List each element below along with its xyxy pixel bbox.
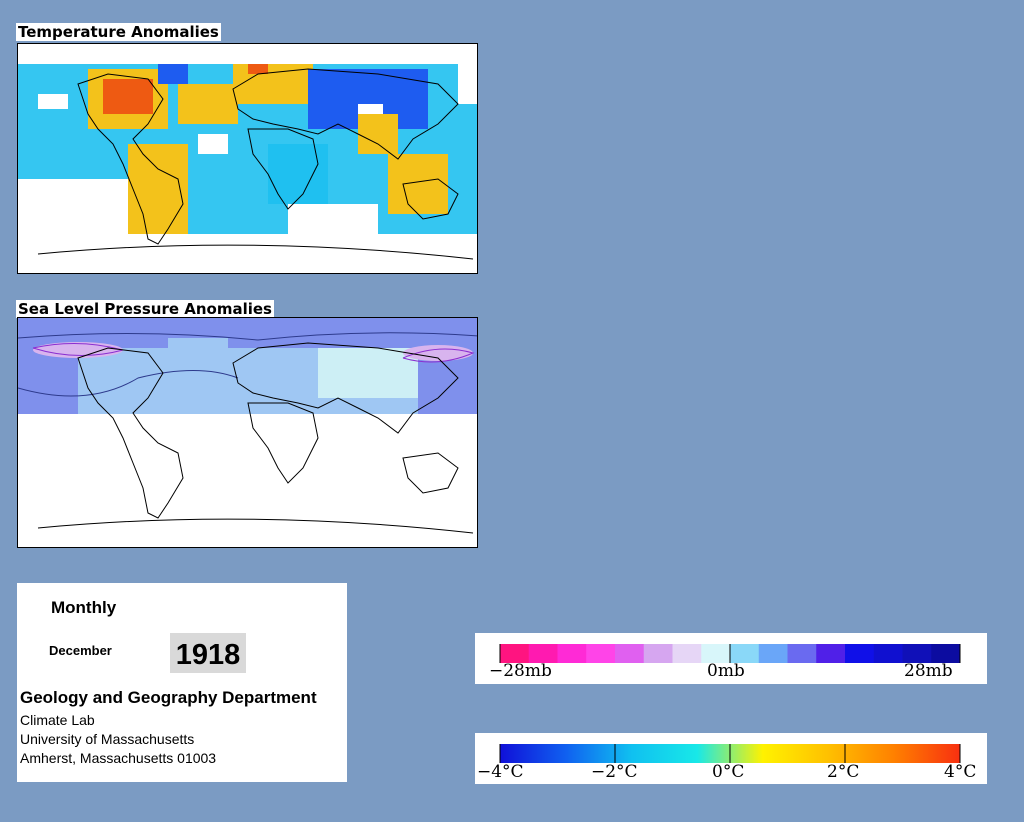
temperature-anomaly-map: [17, 43, 478, 274]
pressure-colorbar-swatch: [701, 644, 731, 663]
temperature-colorbar: [499, 744, 961, 763]
address-line: Amherst, Massachusetts 01003: [20, 750, 217, 766]
period-label: Monthly: [51, 598, 117, 617]
temperature-tick-plus4: 4°C: [944, 762, 977, 782]
temperature-anomaly-field: [18, 44, 477, 273]
pressure-colorbar-swatch: [816, 644, 846, 663]
pressure-colorbar-swatch: [528, 644, 558, 663]
pressure-colorbar-swatch: [931, 644, 961, 663]
pressure-colorbar-swatch: [758, 644, 788, 663]
pressure-colorbar-swatch: [845, 644, 875, 663]
pressure-colorbar: [499, 644, 961, 663]
temperature-coastlines: [37, 68, 474, 260]
pressure-colorbar-swatch: [787, 644, 817, 663]
pressure-colorbar-swatch: [730, 644, 760, 663]
pressure-colorbar-swatch: [557, 644, 587, 663]
month-label: December: [49, 643, 112, 658]
pressure-anomaly-field: [18, 318, 477, 547]
temperature-tick-zero: 0°C: [712, 762, 745, 782]
temperature-tick-plus2: 2°C: [827, 762, 860, 782]
pressure-anomaly-canvas: [18, 318, 477, 547]
pressure-legend: −28mb 0mb 28mb: [475, 633, 987, 684]
temperature-map-title: Temperature Anomalies: [16, 23, 221, 41]
pressure-colorbar-swatch: [873, 644, 903, 663]
department-name: Geology and Geography Department: [20, 688, 317, 707]
info-panel: Monthly December 1918 Geology and Geogra…: [17, 583, 347, 782]
temperature-tick-minus2: −2°C: [591, 762, 638, 782]
pressure-coastlines: [37, 342, 474, 534]
pressure-colorbar-swatch: [615, 644, 645, 663]
pressure-map-title: Sea Level Pressure Anomalies: [16, 300, 274, 318]
pressure-isobars: [18, 332, 477, 397]
pressure-colorbar-swatch: [586, 644, 616, 663]
pressure-anomaly-map: [17, 317, 478, 548]
temperature-tick-minus4: −4°C: [477, 762, 524, 782]
pressure-colorbar-swatch: [902, 644, 932, 663]
pressure-colorbar-swatch: [500, 644, 530, 663]
lab-name: Climate Lab: [20, 712, 95, 728]
pressure-tick-max: 28mb: [904, 661, 953, 681]
pressure-colorbar-swatch: [672, 644, 702, 663]
temperature-legend: −4°C −2°C 0°C 2°C 4°C: [475, 733, 987, 784]
temperature-anomaly-canvas: [18, 44, 477, 273]
pressure-tick-zero: 0mb: [707, 661, 745, 681]
pressure-colorbar-swatch: [643, 644, 673, 663]
year-display: 1918: [170, 633, 246, 673]
pressure-tick-min: −28mb: [489, 661, 552, 681]
university-name: University of Massachusetts: [20, 731, 195, 747]
